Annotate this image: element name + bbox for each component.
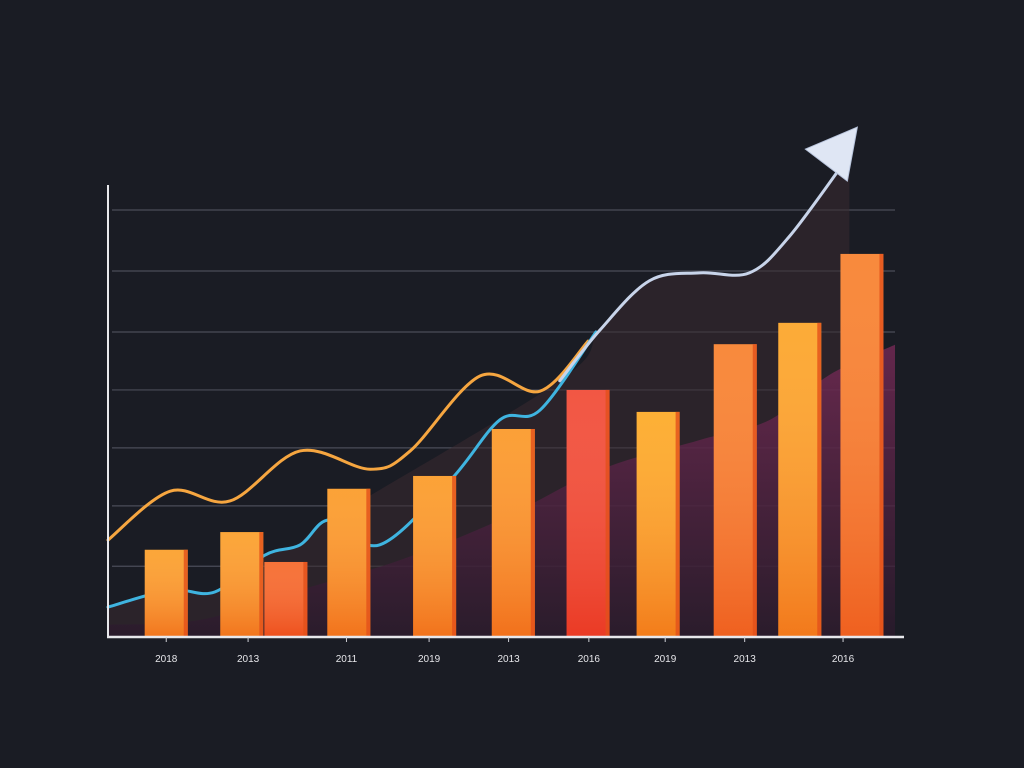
- bar-side: [183, 549, 188, 637]
- x-tick-label: 2016: [832, 654, 855, 665]
- bar-side: [530, 428, 535, 637]
- trend-arrow: [558, 153, 851, 383]
- bar-shade: [778, 322, 822, 637]
- x-tick-labels: 2018 2013 2011 2019 2013 2016 2019 2013 2016: [155, 637, 855, 665]
- x-tick-label: 2013: [237, 654, 260, 665]
- bar-shade: [636, 411, 680, 637]
- bar-shade: [840, 253, 884, 638]
- bar-side: [366, 488, 371, 637]
- bar-side: [879, 253, 884, 638]
- x-tick-label: 2018: [155, 654, 178, 665]
- bars: [144, 253, 884, 638]
- purple-area-fill: [108, 344, 895, 637]
- bar-side: [817, 322, 822, 637]
- bar-shade: [566, 389, 610, 637]
- series-lines: [106, 126, 859, 609]
- bar-side: [752, 344, 757, 637]
- bar-shade: [220, 532, 264, 637]
- bar-side: [605, 389, 610, 637]
- x-tick-label: 2013: [497, 654, 520, 665]
- x-tick-label: 2019: [418, 654, 441, 665]
- bar-shade: [713, 344, 757, 637]
- x-tick-label: 2011: [336, 654, 358, 665]
- bar-side: [259, 532, 264, 637]
- bar-shade: [327, 488, 371, 637]
- purple-area: [108, 344, 895, 637]
- axes: [107, 185, 904, 639]
- bar-shade: [491, 428, 535, 637]
- arrow-head-icon: [804, 126, 859, 182]
- x-tick-label: 2016: [578, 654, 601, 665]
- x-tick-label: 2019: [654, 654, 677, 665]
- bar-side: [675, 411, 680, 637]
- bar-shade: [144, 549, 188, 637]
- bar-side: [452, 475, 457, 637]
- bar-side: [303, 561, 308, 637]
- bar-shade: [413, 475, 457, 637]
- x-tick-label: 2013: [734, 654, 757, 665]
- bar-shade: [264, 561, 308, 637]
- orange-line: [106, 339, 590, 542]
